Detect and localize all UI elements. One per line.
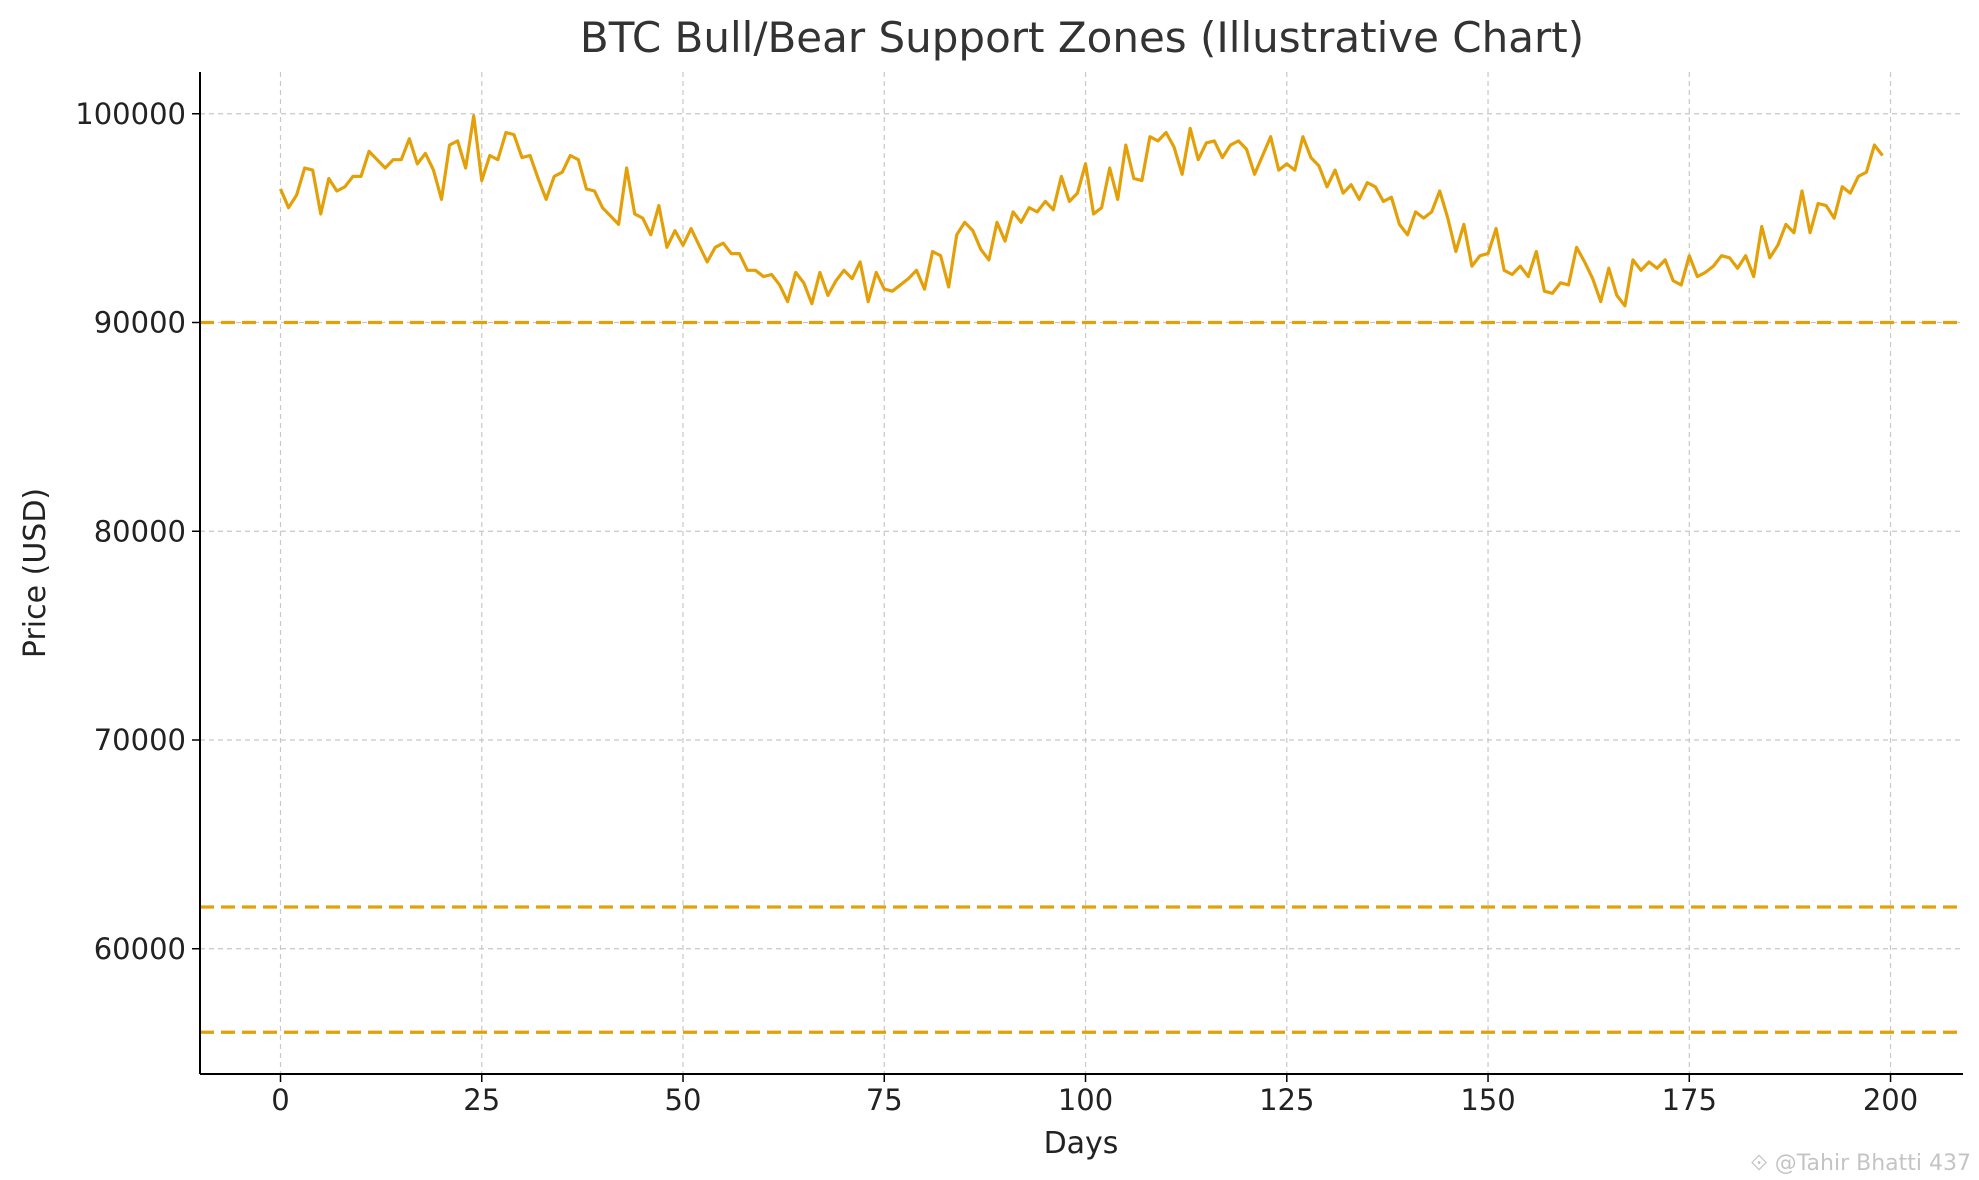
y-axis-label: Price (USD) — [18, 488, 53, 658]
grid — [200, 72, 1963, 1074]
y-tick-label: 90000 — [94, 306, 186, 340]
watermark: ⟐ @Tahir Bhatti 437 — [1750, 1151, 1971, 1176]
watermark-text: @Tahir Bhatti 437 — [1774, 1151, 1971, 1176]
y-tick-label: 70000 — [94, 723, 186, 757]
x-tick-label: 50 — [665, 1083, 702, 1117]
chart-title: BTC Bull/Bear Support Zones (Illustrativ… — [580, 13, 1584, 62]
x-axis-label: Days — [1044, 1126, 1119, 1161]
x-tick-label: 200 — [1863, 1083, 1918, 1117]
x-tick-label: 150 — [1460, 1083, 1515, 1117]
x-tick-label: 25 — [463, 1083, 500, 1117]
watermark-icon: ⟐ — [1750, 1151, 1768, 1176]
x-tick-label: 125 — [1259, 1083, 1314, 1117]
y-tick-label: 100000 — [75, 97, 186, 131]
x-tick-label: 75 — [866, 1083, 903, 1117]
axes — [199, 72, 1963, 1075]
ticks: 0 25 50 75 100 125 150 175 200 60000 70000 80000 900… — [75, 97, 1918, 1117]
y-tick-label: 80000 — [94, 514, 186, 548]
price-series-line — [279, 114, 1884, 308]
x-tick-label: 100 — [1058, 1083, 1113, 1117]
y-tick-label: 60000 — [94, 932, 186, 966]
support-lines — [200, 320, 1963, 1034]
series-layer — [279, 114, 1884, 308]
x-tick-label: 0 — [271, 1083, 289, 1117]
x-tick-label: 175 — [1662, 1083, 1717, 1117]
